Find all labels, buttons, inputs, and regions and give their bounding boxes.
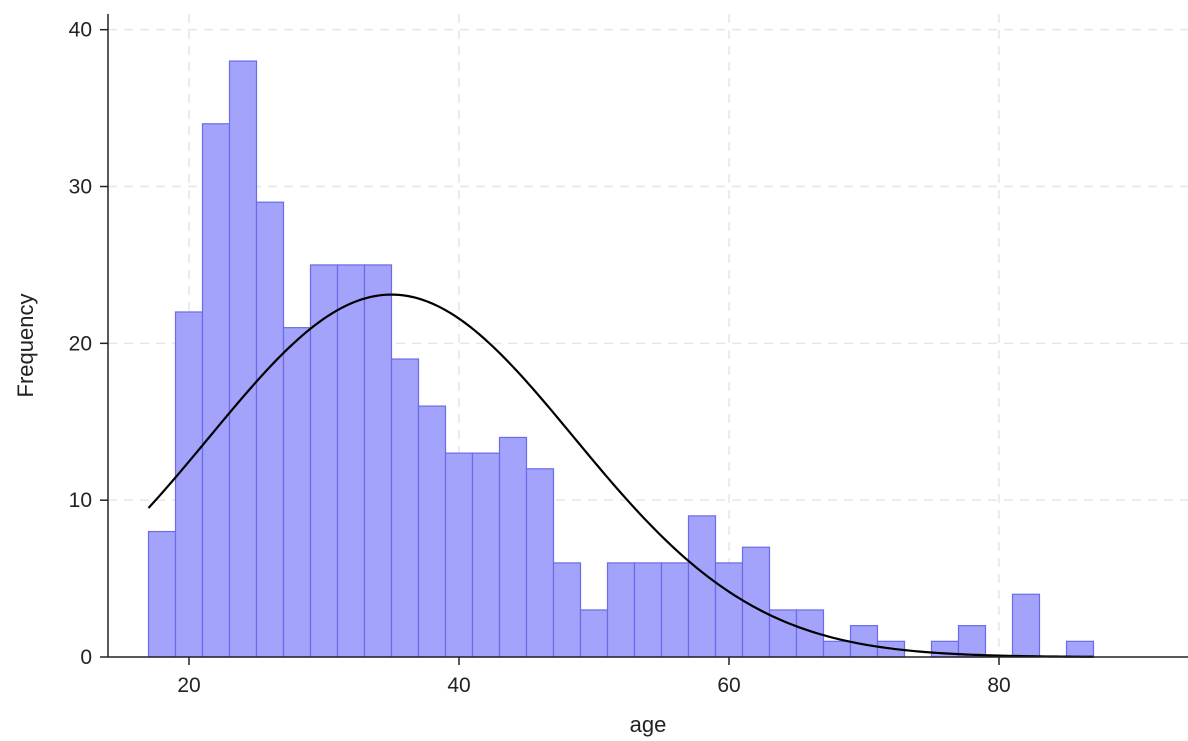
histogram-bar xyxy=(660,562,690,658)
histogram-bar xyxy=(390,358,420,658)
histogram-bar xyxy=(417,405,447,658)
histogram-bar xyxy=(606,562,636,658)
histogram-bar xyxy=(471,452,501,658)
x-axis-title: age xyxy=(630,712,667,737)
histogram-bar xyxy=(363,264,393,658)
x-tick-label: 20 xyxy=(177,674,200,697)
normal-density-curve xyxy=(147,293,1094,658)
x-tick-label: 80 xyxy=(987,674,1010,697)
histogram-bar xyxy=(633,562,663,658)
histogram-bar xyxy=(525,468,555,658)
histogram-bar xyxy=(1065,640,1095,658)
histogram-bar xyxy=(147,530,177,658)
x-tick-label: 60 xyxy=(717,674,740,697)
y-axis-ticks: 0 10 20 30 40 xyxy=(69,19,108,669)
histogram-bar xyxy=(552,562,582,658)
y-tick-label: 10 xyxy=(69,489,92,512)
histogram-bar xyxy=(201,123,231,658)
y-tick-label: 0 xyxy=(80,646,92,669)
axes xyxy=(107,14,1188,658)
histogram-bar xyxy=(309,264,339,658)
histogram-bar xyxy=(282,327,312,658)
histogram-bar xyxy=(849,625,879,658)
y-tick-label: 20 xyxy=(69,332,92,355)
y-tick-label: 40 xyxy=(69,19,92,42)
histogram-bar xyxy=(579,609,609,658)
histogram-bar xyxy=(687,515,717,658)
histogram-bar xyxy=(714,562,744,658)
x-tick-label: 40 xyxy=(447,674,470,697)
histogram-bar xyxy=(336,264,366,658)
histogram-bar xyxy=(228,60,258,658)
histogram-bar xyxy=(444,452,474,658)
x-axis-ticks: 20 40 60 80 xyxy=(177,657,1011,697)
histogram-bars xyxy=(147,60,1095,658)
histogram-bar xyxy=(498,436,528,658)
histogram-bar xyxy=(255,201,285,658)
y-axis-title: Frequency xyxy=(13,294,38,398)
histogram-bar xyxy=(957,625,987,658)
histogram-bar xyxy=(174,311,204,658)
y-tick-label: 30 xyxy=(69,176,92,199)
histogram-bar xyxy=(1011,593,1041,658)
histogram-bar xyxy=(822,640,852,658)
